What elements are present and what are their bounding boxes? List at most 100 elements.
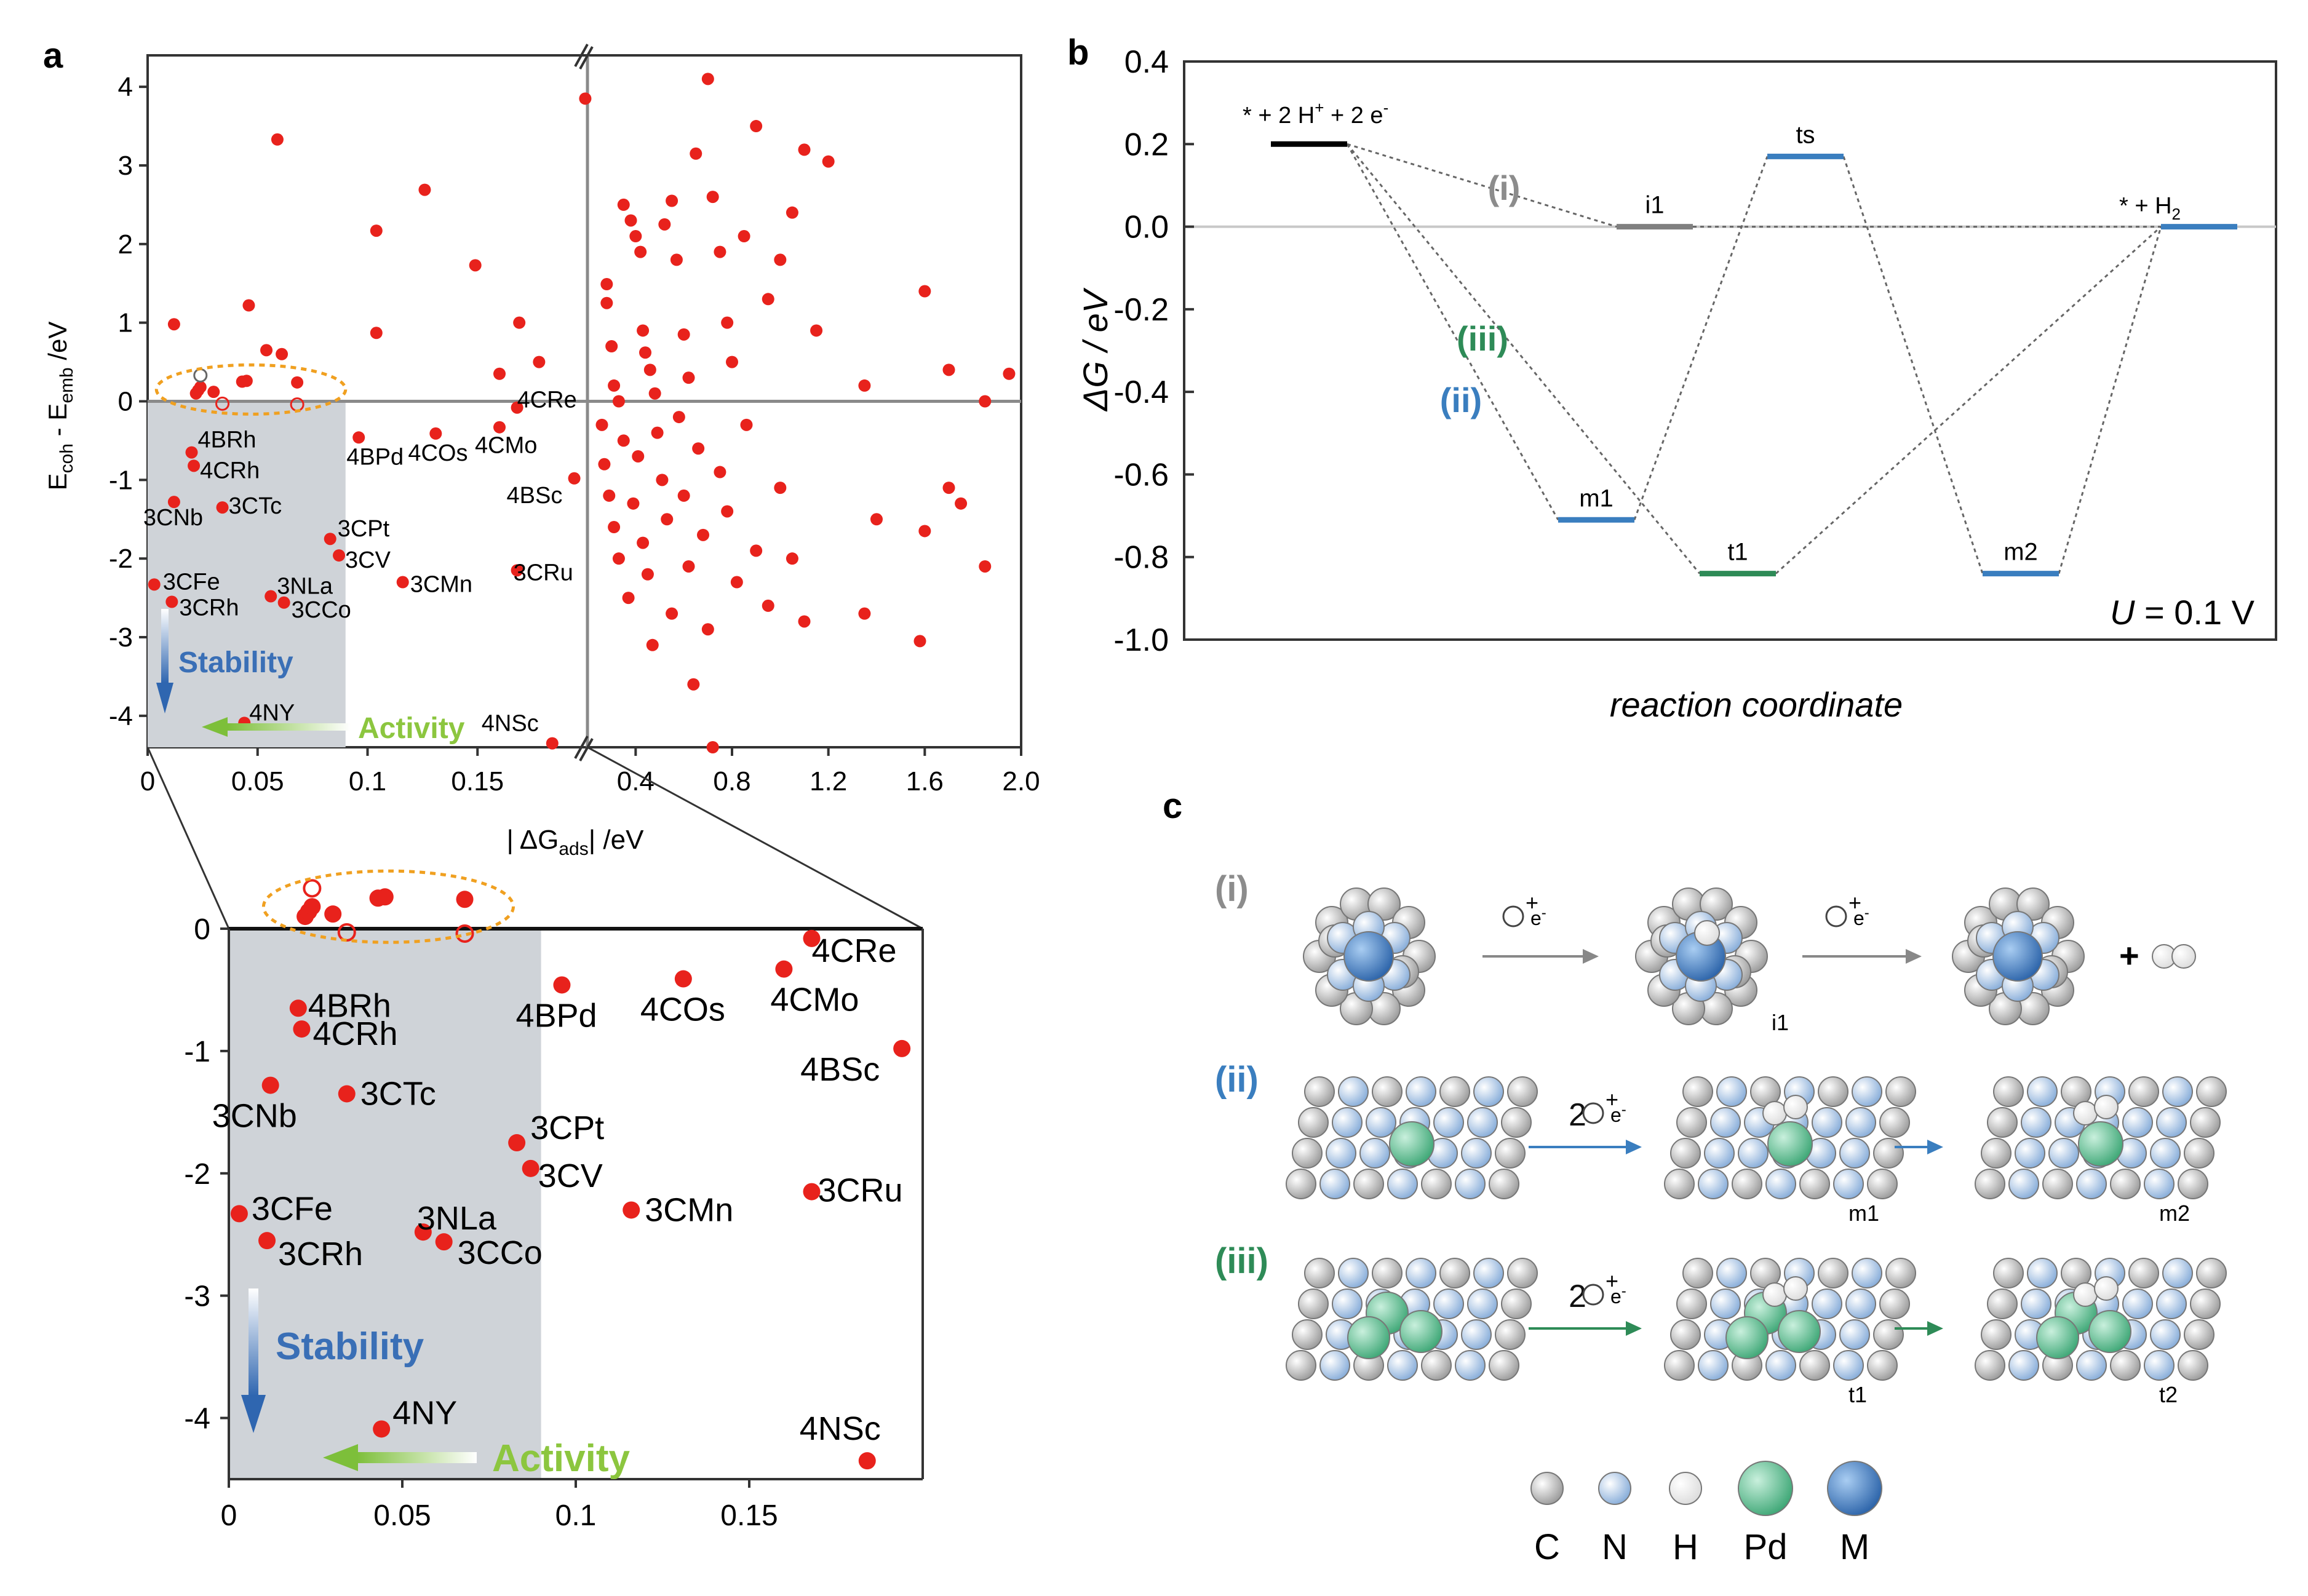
a-data-point-labeled — [352, 431, 365, 444]
a-data-point — [632, 450, 645, 463]
a-data-point-labeled — [568, 472, 581, 485]
a-point-label: 3CNb — [143, 505, 203, 531]
c-reaction-arrowhead — [1626, 1140, 1642, 1154]
atom-n — [2021, 1107, 2051, 1138]
atom-c — [1885, 1076, 1916, 1107]
inset-data-point-labeled — [522, 1159, 539, 1177]
atom-n — [2027, 1076, 2058, 1107]
atom-h — [2094, 1095, 2119, 1119]
a-data-point — [774, 482, 787, 494]
inset-data-point — [456, 891, 474, 908]
b-start-state-label: * + 2 H+ + 2 e- — [1243, 98, 1388, 129]
atom-c — [2128, 1076, 2159, 1107]
a-point-label: 3CV — [345, 547, 391, 573]
a-data-point — [651, 426, 664, 439]
a-data-point — [918, 525, 931, 538]
atom-h — [1669, 1472, 1702, 1505]
a-data-point — [750, 120, 763, 133]
atom-n — [1852, 1258, 1882, 1288]
a-data-point — [762, 599, 774, 612]
atom-n — [1698, 1350, 1729, 1381]
a-data-point-labeled — [216, 501, 229, 514]
atom-n — [1359, 1138, 1390, 1169]
a-y-tick-label: -2 — [109, 544, 133, 574]
atom-pd — [1725, 1316, 1769, 1359]
atom-c — [1987, 1288, 2018, 1319]
atom-n — [2015, 1138, 2045, 1169]
atom-n — [1716, 1258, 1747, 1288]
atom-n — [1704, 1138, 1735, 1169]
b-y-tick-label: 0.4 — [1124, 44, 1169, 80]
b-y-tick-label: -0.6 — [1113, 457, 1169, 493]
a-data-point-labeled — [167, 496, 180, 509]
a-data-point-labeled — [148, 578, 161, 591]
atom-n — [1461, 1138, 1492, 1169]
a-data-point-labeled — [188, 459, 201, 472]
a-data-point — [762, 293, 774, 306]
a-data-point — [242, 299, 255, 312]
a-data-point — [942, 363, 955, 376]
atom-c — [2016, 887, 2050, 921]
inset-data-point-labeled — [373, 1420, 391, 1438]
a-activity-arrow-head — [202, 717, 228, 737]
b-path-ii-label: (ii) — [1440, 381, 1482, 419]
a-data-point — [682, 371, 695, 384]
a-data-point — [605, 340, 618, 353]
b-energy-level-label: m2 — [2004, 539, 2038, 566]
c-row: (iii)2 +e-t1 t2 — [1215, 1241, 2227, 1407]
a-data-point — [469, 259, 482, 272]
a-data-point — [955, 497, 968, 510]
c-state-label: m1 — [1848, 1201, 1879, 1226]
c-reagent-h — [1582, 1102, 1604, 1124]
atom-pd — [2088, 1310, 2131, 1353]
atom-c — [1867, 1350, 1898, 1381]
a-point-label: 3NLa — [277, 574, 333, 600]
atom-c — [2190, 1107, 2221, 1138]
b-path-iii-label: (iii) — [1457, 319, 1508, 358]
atom-pd — [1738, 1461, 1793, 1516]
atom-c — [1981, 1138, 2012, 1169]
panel-label-c: c — [1163, 786, 1182, 826]
b-y-tick-label: -1.0 — [1113, 622, 1169, 658]
atom-c — [1664, 1350, 1695, 1381]
atom-c — [1879, 1107, 1910, 1138]
inset-point-label: 3CRu — [818, 1172, 903, 1209]
a-point-label: 4NSc — [482, 711, 539, 737]
inset-point-label: 4COs — [640, 991, 725, 1028]
c-state-label: t2 — [2159, 1382, 2178, 1407]
atom-c — [2190, 1288, 2221, 1319]
inset-stability-arrow-shaft — [249, 1288, 258, 1396]
a-data-point — [677, 328, 690, 341]
atom-n — [1461, 1319, 1492, 1350]
c-reagent-electron: e- — [1610, 1102, 1626, 1126]
atom-n — [2162, 1076, 2193, 1107]
atom-n — [1433, 1288, 1464, 1319]
a-y-tick-label: 0 — [118, 387, 133, 417]
inset-x-tick-label: 0 — [221, 1499, 237, 1532]
inset-point-label: 3CTc — [360, 1076, 436, 1113]
a-highlight-ellipse — [154, 363, 348, 416]
atom-n — [1765, 1169, 1796, 1199]
atom-n — [1716, 1076, 1747, 1107]
atom-n — [2156, 1288, 2187, 1319]
atom-c — [1885, 1258, 1916, 1288]
a-data-point — [648, 387, 661, 400]
inset-data-point-labeled — [508, 1134, 526, 1152]
atom-c — [1507, 1258, 1538, 1288]
atom-n — [1598, 1472, 1631, 1505]
atom-pd — [2078, 1121, 2123, 1167]
atom-n — [2008, 1169, 2039, 1199]
b-plot-frame — [1183, 60, 2277, 641]
atom-h — [1762, 1101, 1787, 1126]
atom-c — [1304, 1076, 1335, 1107]
b-y-tick-label: 0.0 — [1124, 210, 1169, 245]
atom-h — [1783, 1276, 1808, 1301]
inset-data-point-labeled — [674, 970, 692, 988]
b-x-axis-title: reaction coordinate — [1610, 685, 1903, 724]
a-data-point — [730, 576, 743, 589]
panel-b-energy-diagram: 0.4 0.2 0.0 -0.2 -0.4 -0.6 -0.8 -1.0 i1 m1 t1 ts m2… — [1076, 44, 2277, 724]
a-data-point — [721, 505, 734, 518]
a-data-point — [670, 253, 683, 266]
a-y-tick-label: 2 — [118, 229, 133, 260]
b-energy-level-label: i1 — [1645, 192, 1664, 219]
